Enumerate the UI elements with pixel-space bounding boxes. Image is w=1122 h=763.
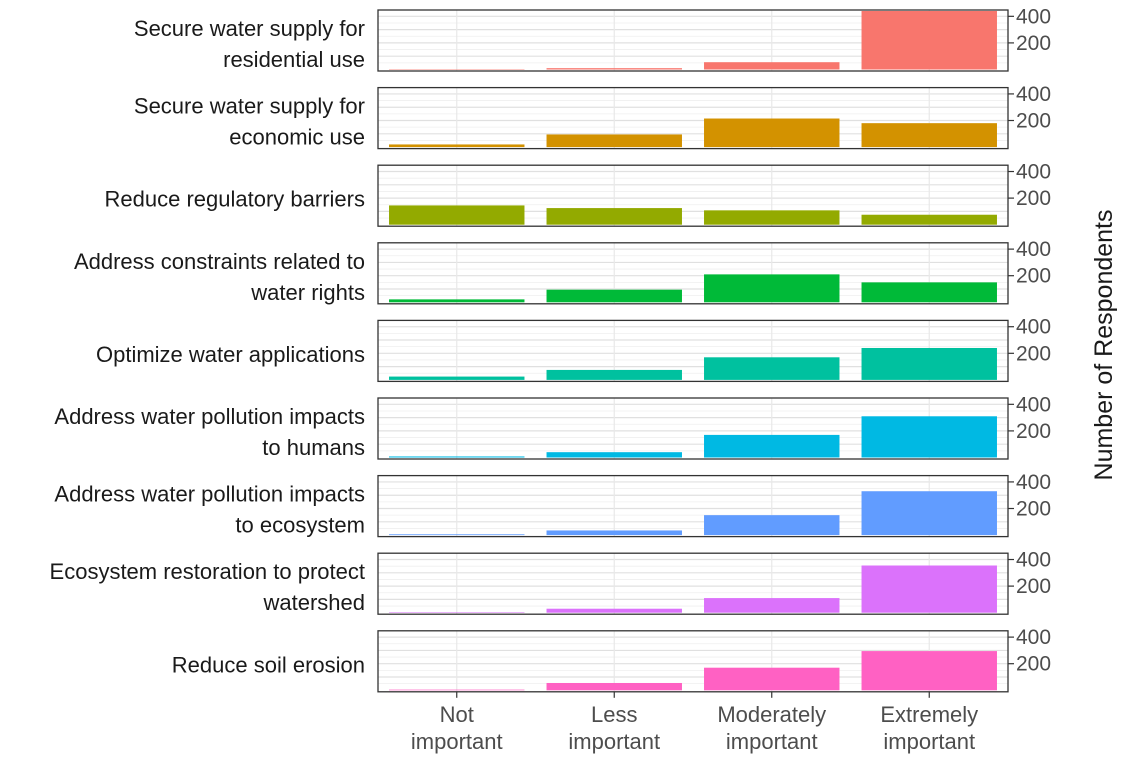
y-tick-label: 400: [1016, 626, 1051, 649]
bar: [861, 123, 997, 148]
bar: [861, 11, 997, 70]
panel-border: [377, 164, 1009, 227]
panel-border: [377, 86, 1009, 150]
panel-border: [377, 242, 1009, 305]
facet-label: Address water pollution impacts: [54, 404, 365, 429]
bar: [546, 530, 682, 536]
panel-border: [377, 552, 1009, 615]
bar: [704, 515, 840, 536]
bar: [704, 274, 840, 303]
bar: [861, 214, 997, 225]
y-tick-label: 200: [1016, 32, 1051, 55]
x-tick-label: important: [883, 729, 975, 754]
x-tick-label: Not: [440, 702, 474, 727]
bar: [389, 456, 525, 458]
facet-panel: 200 400 Reduce soil erosion: [172, 626, 1051, 693]
panel-border: [377, 319, 1009, 383]
y-tick-label: 200: [1016, 498, 1051, 521]
facet-panel: 200 400 Address constraints related to wate…: [74, 238, 1051, 305]
facet-label: to ecosystem: [235, 513, 365, 538]
bar: [546, 289, 682, 303]
facet-label: Optimize water applications: [96, 342, 365, 367]
bar: [389, 144, 525, 148]
facet-panel: 200 400 Address water pollution impacts to …: [54, 471, 1051, 538]
facet-panel: 200 400 Optimize water applications: [96, 316, 1051, 383]
facet-panel: 200 400 Address water pollution impacts to …: [54, 393, 1051, 460]
x-axis: NotimportantLessimportantModeratelyimpor…: [411, 691, 978, 754]
panel-border: [377, 474, 1009, 538]
y-tick-label: 200: [1016, 575, 1051, 598]
facet-label: Ecosystem restoration to protect: [50, 559, 365, 584]
y-tick-label: 400: [1016, 5, 1051, 28]
bar: [546, 68, 682, 70]
y-tick-label: 400: [1016, 238, 1051, 261]
y-tick-label: 400: [1016, 549, 1051, 572]
bar: [389, 689, 525, 691]
facet-panel: 200 400 Secure water supply for economic us…: [134, 83, 1051, 150]
facet-label: watershed: [262, 590, 365, 615]
bar: [861, 491, 997, 536]
y-tick-label: 200: [1016, 342, 1051, 365]
x-tick-label: important: [726, 729, 818, 754]
bar: [389, 376, 525, 380]
bar: [704, 434, 840, 458]
bar: [546, 134, 682, 148]
bar: [704, 598, 840, 613]
facet-label: Reduce regulatory barriers: [105, 187, 365, 212]
y-tick-label: 200: [1016, 265, 1051, 288]
bar: [546, 452, 682, 458]
panel-border: [377, 630, 1009, 693]
facet-label: Address water pollution impacts: [54, 482, 365, 507]
x-tick-label: important: [568, 729, 660, 754]
bar: [389, 205, 525, 225]
facet-label: residential use: [223, 47, 365, 72]
bar: [704, 667, 840, 691]
bar: [704, 118, 840, 148]
bar: [704, 210, 840, 225]
panel-border: [377, 397, 1009, 460]
x-tick-label: Less: [591, 702, 637, 727]
facet-label: Secure water supply for: [134, 16, 365, 41]
bar: [861, 416, 997, 458]
bar: [861, 565, 997, 613]
y-tick-label: 200: [1016, 187, 1051, 210]
facet-panel: 200 400 Ecosystem restoration to protect wa…: [50, 549, 1052, 616]
facet-label: Reduce soil erosion: [172, 652, 365, 677]
y-tick-label: 400: [1016, 161, 1051, 184]
y-tick-label: 400: [1016, 316, 1051, 339]
bar: [704, 357, 840, 380]
bar: [389, 534, 525, 536]
bar: [546, 208, 682, 225]
facet-label: to humans: [262, 435, 365, 460]
x-tick-label: Moderately: [717, 702, 826, 727]
facet-label: Address constraints related to: [74, 249, 365, 274]
bar: [389, 612, 525, 613]
x-tick-label: Extremely: [880, 702, 978, 727]
facet-panels: 200 400 Secure water supply for residential…: [50, 5, 1052, 693]
facet-panel: 200 400 Secure water supply for residential…: [134, 5, 1051, 72]
y-tick-label: 200: [1016, 420, 1051, 443]
facet-label: water rights: [250, 280, 365, 305]
y-tick-label: 400: [1016, 471, 1051, 494]
bar: [861, 347, 997, 380]
y-axis-title: Number of Respondents: [1090, 210, 1118, 481]
bar: [546, 608, 682, 613]
facet-panel: 200 400 Reduce regulatory barriers: [105, 161, 1051, 227]
bar: [546, 369, 682, 380]
panel-border: [377, 9, 1009, 72]
bar: [861, 651, 997, 691]
y-tick-label: 200: [1016, 653, 1051, 676]
bar: [861, 282, 997, 303]
x-tick-label: important: [411, 729, 503, 754]
bar: [546, 682, 682, 691]
bar: [389, 299, 525, 303]
bar: [704, 62, 840, 70]
y-tick-label: 400: [1016, 393, 1051, 416]
facet-label: Secure water supply for: [134, 94, 365, 119]
y-tick-label: 200: [1016, 110, 1051, 133]
y-tick-label: 400: [1016, 83, 1051, 106]
facet-label: economic use: [229, 125, 365, 150]
